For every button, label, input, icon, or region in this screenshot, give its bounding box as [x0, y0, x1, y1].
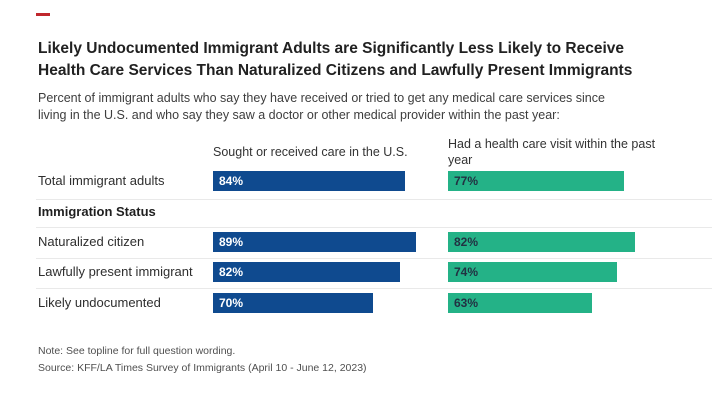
bar-likely-undocumented-sought-care: 70%: [213, 293, 373, 313]
section-header-immigration-status: Immigration Status: [38, 204, 156, 219]
row-divider: [36, 199, 712, 200]
bar-value-label: 63%: [454, 296, 479, 310]
row-label-total-immigrant-adults: Total immigrant adults: [38, 173, 165, 188]
bar-total-sought-care: 84%: [213, 171, 405, 191]
bar-value-label: 82%: [219, 265, 244, 279]
bar-naturalized-health-visit: 82%: [448, 232, 635, 252]
chart-subtitle: Percent of immigrant adults who say they…: [38, 90, 698, 124]
row-divider: [36, 227, 712, 228]
column-header-health-visit-line-2: year: [448, 153, 473, 167]
brand-accent-dash: [36, 13, 50, 16]
column-header-sought-care: Sought or received care in the U.S.: [213, 144, 448, 160]
column-header-health-visit: Had a health care visit within the past …: [448, 136, 688, 168]
bar-value-label: 82%: [454, 235, 479, 249]
chart-subtitle-line-1: Percent of immigrant adults who say they…: [38, 91, 605, 105]
bar-lawfully-present-health-visit: 74%: [448, 262, 617, 282]
row-divider: [36, 288, 712, 289]
row-label-naturalized-citizen: Naturalized citizen: [38, 234, 145, 249]
chart-title-line-2: Health Care Services Than Naturalized Ci…: [38, 62, 633, 79]
note-text: Note: See topline for full question word…: [38, 345, 236, 357]
bar-value-label: 84%: [219, 174, 244, 188]
column-header-sought-care-line-1: Sought or received care in the U.S.: [213, 145, 408, 159]
bar-value-label: 77%: [454, 174, 479, 188]
bar-naturalized-sought-care: 89%: [213, 232, 416, 252]
source-text: Source: KFF/LA Times Survey of Immigrant…: [38, 362, 367, 374]
chart-subtitle-line-2: living in the U.S. and who say they saw …: [38, 108, 560, 122]
bar-value-label: 70%: [219, 296, 244, 310]
bar-likely-undocumented-health-visit: 63%: [448, 293, 592, 313]
row-label-likely-undocumented: Likely undocumented: [38, 295, 161, 310]
row-label-lawfully-present-immigrant: Lawfully present immigrant: [38, 264, 193, 279]
column-header-health-visit-line-1: Had a health care visit within the past: [448, 137, 656, 151]
row-divider: [36, 258, 712, 259]
bar-total-health-visit: 77%: [448, 171, 624, 191]
bar-value-label: 74%: [454, 265, 479, 279]
bar-value-label: 89%: [219, 235, 244, 249]
chart-title: Likely Undocumented Immigrant Adults are…: [38, 38, 698, 82]
chart-title-line-1: Likely Undocumented Immigrant Adults are…: [38, 40, 625, 57]
bar-lawfully-present-sought-care: 82%: [213, 262, 400, 282]
